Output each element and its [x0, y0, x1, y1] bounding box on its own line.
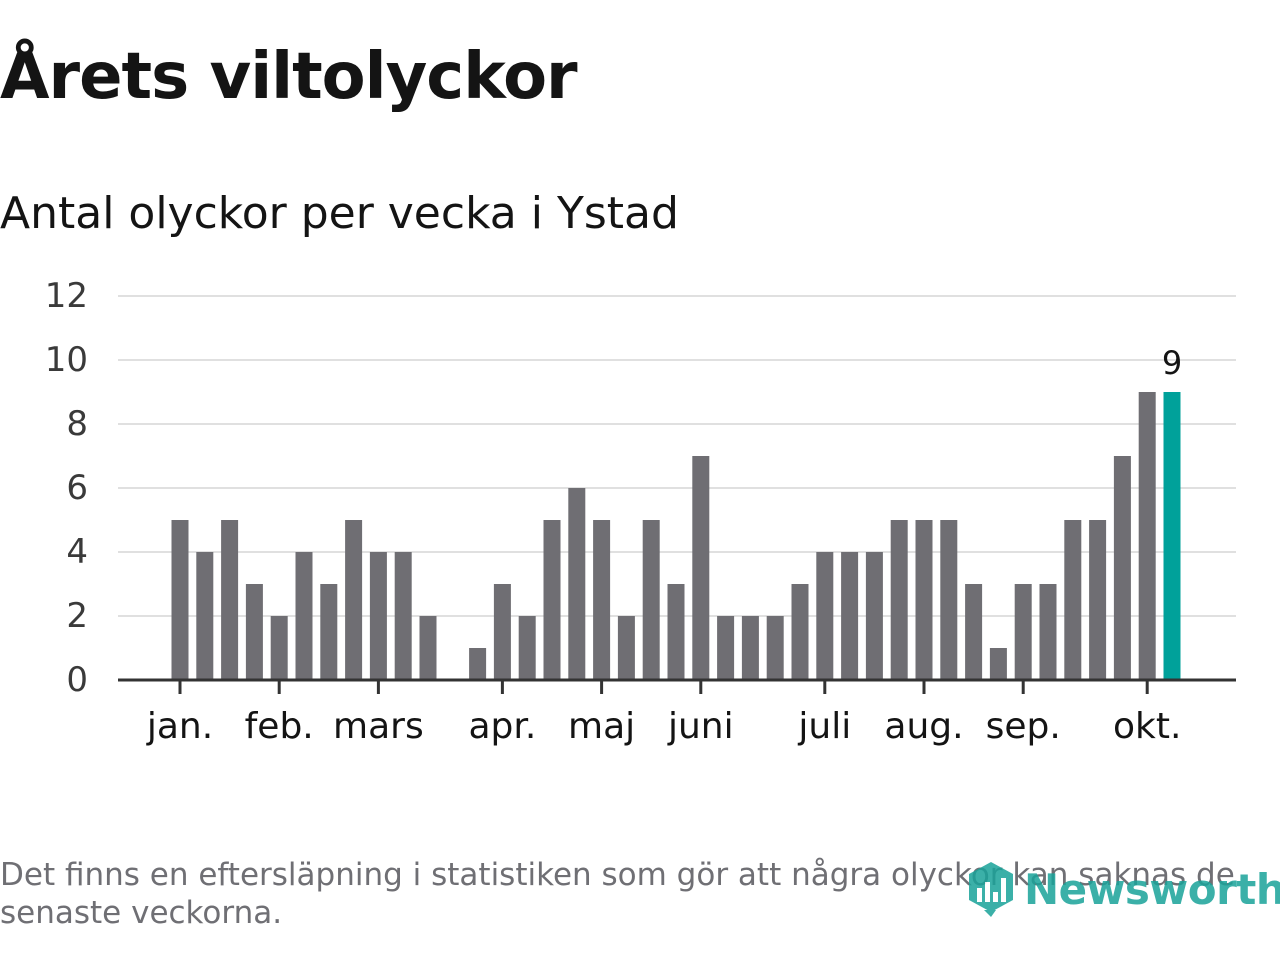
- bar: [766, 616, 784, 680]
- newsworthy-logo-text: Newsworthy: [1024, 864, 1280, 914]
- data-labels: 9: [1162, 344, 1182, 382]
- footnote: Det finns en eftersläpning i statistiken…: [0, 857, 1235, 931]
- y-tick-label: 2: [66, 596, 88, 636]
- bar: [196, 552, 214, 680]
- bar: [890, 520, 908, 680]
- bar: [1089, 520, 1107, 680]
- bar: [221, 520, 239, 680]
- bar: [617, 616, 635, 680]
- bar: [171, 520, 189, 680]
- bar: [692, 456, 710, 680]
- bar: [1064, 520, 1082, 680]
- data-label-highlight: 9: [1162, 344, 1182, 382]
- y-tick-label: 12: [45, 276, 88, 316]
- x-tick-label: sep.: [986, 706, 1061, 747]
- bar: [1014, 584, 1032, 680]
- y-axis-tick-labels: 0 2 4 6 8 10 12: [45, 276, 88, 700]
- y-tick-label: 6: [66, 468, 88, 508]
- bar: [989, 648, 1007, 680]
- x-tick-label: maj: [568, 706, 635, 747]
- newsworthy-logo: Newsworthy: [966, 860, 1280, 918]
- y-tick-label: 8: [66, 404, 88, 444]
- bar: [345, 520, 363, 680]
- chart-subtitle: Antal olyckor per vecka i Ystad: [0, 188, 679, 239]
- bars: [171, 392, 1181, 680]
- bar: [642, 520, 660, 680]
- bar: [245, 584, 263, 680]
- bar: [965, 584, 983, 680]
- bar: [791, 584, 809, 680]
- bar-chart: 0 2 4 6 8 10 12 jan. feb. mars apr. maj juni juli aug…: [45, 276, 1236, 747]
- chart-title: Årets viltolyckor: [0, 40, 578, 114]
- bar: [865, 552, 883, 680]
- bar: [717, 616, 735, 680]
- x-tick-label: okt.: [1113, 706, 1181, 747]
- bar: [320, 584, 338, 680]
- bar-highlight: [1163, 392, 1181, 680]
- x-tick-label: mars: [333, 706, 424, 747]
- bar: [841, 552, 859, 680]
- bar: [667, 584, 685, 680]
- newsworthy-logo-icon: [969, 862, 1013, 917]
- x-tick-label: aug.: [884, 706, 963, 747]
- bar: [270, 616, 288, 680]
- bar: [568, 488, 586, 680]
- bar: [493, 584, 511, 680]
- x-axis: jan. feb. mars apr. maj juni juli aug. sep. okt.: [118, 678, 1236, 747]
- bar: [518, 616, 536, 680]
- bar: [593, 520, 611, 680]
- bar: [1138, 392, 1156, 680]
- x-tick-label: feb.: [245, 706, 314, 747]
- x-tick-label: apr.: [468, 706, 536, 747]
- x-tick-label: jan.: [146, 706, 213, 747]
- x-tick-label: juli: [797, 706, 851, 747]
- y-tick-label: 4: [66, 532, 88, 572]
- bar: [419, 616, 437, 680]
- bar: [295, 552, 313, 680]
- bar: [915, 520, 933, 680]
- bar: [543, 520, 561, 680]
- bar: [1039, 584, 1057, 680]
- bar: [394, 552, 412, 680]
- y-tick-label: 0: [66, 660, 88, 700]
- bar: [816, 552, 834, 680]
- bar: [469, 648, 487, 680]
- y-tick-label: 10: [45, 340, 88, 380]
- bar: [741, 616, 759, 680]
- x-tick-label: juni: [667, 706, 734, 747]
- bar: [1113, 456, 1131, 680]
- bar: [369, 552, 387, 680]
- bar: [940, 520, 958, 680]
